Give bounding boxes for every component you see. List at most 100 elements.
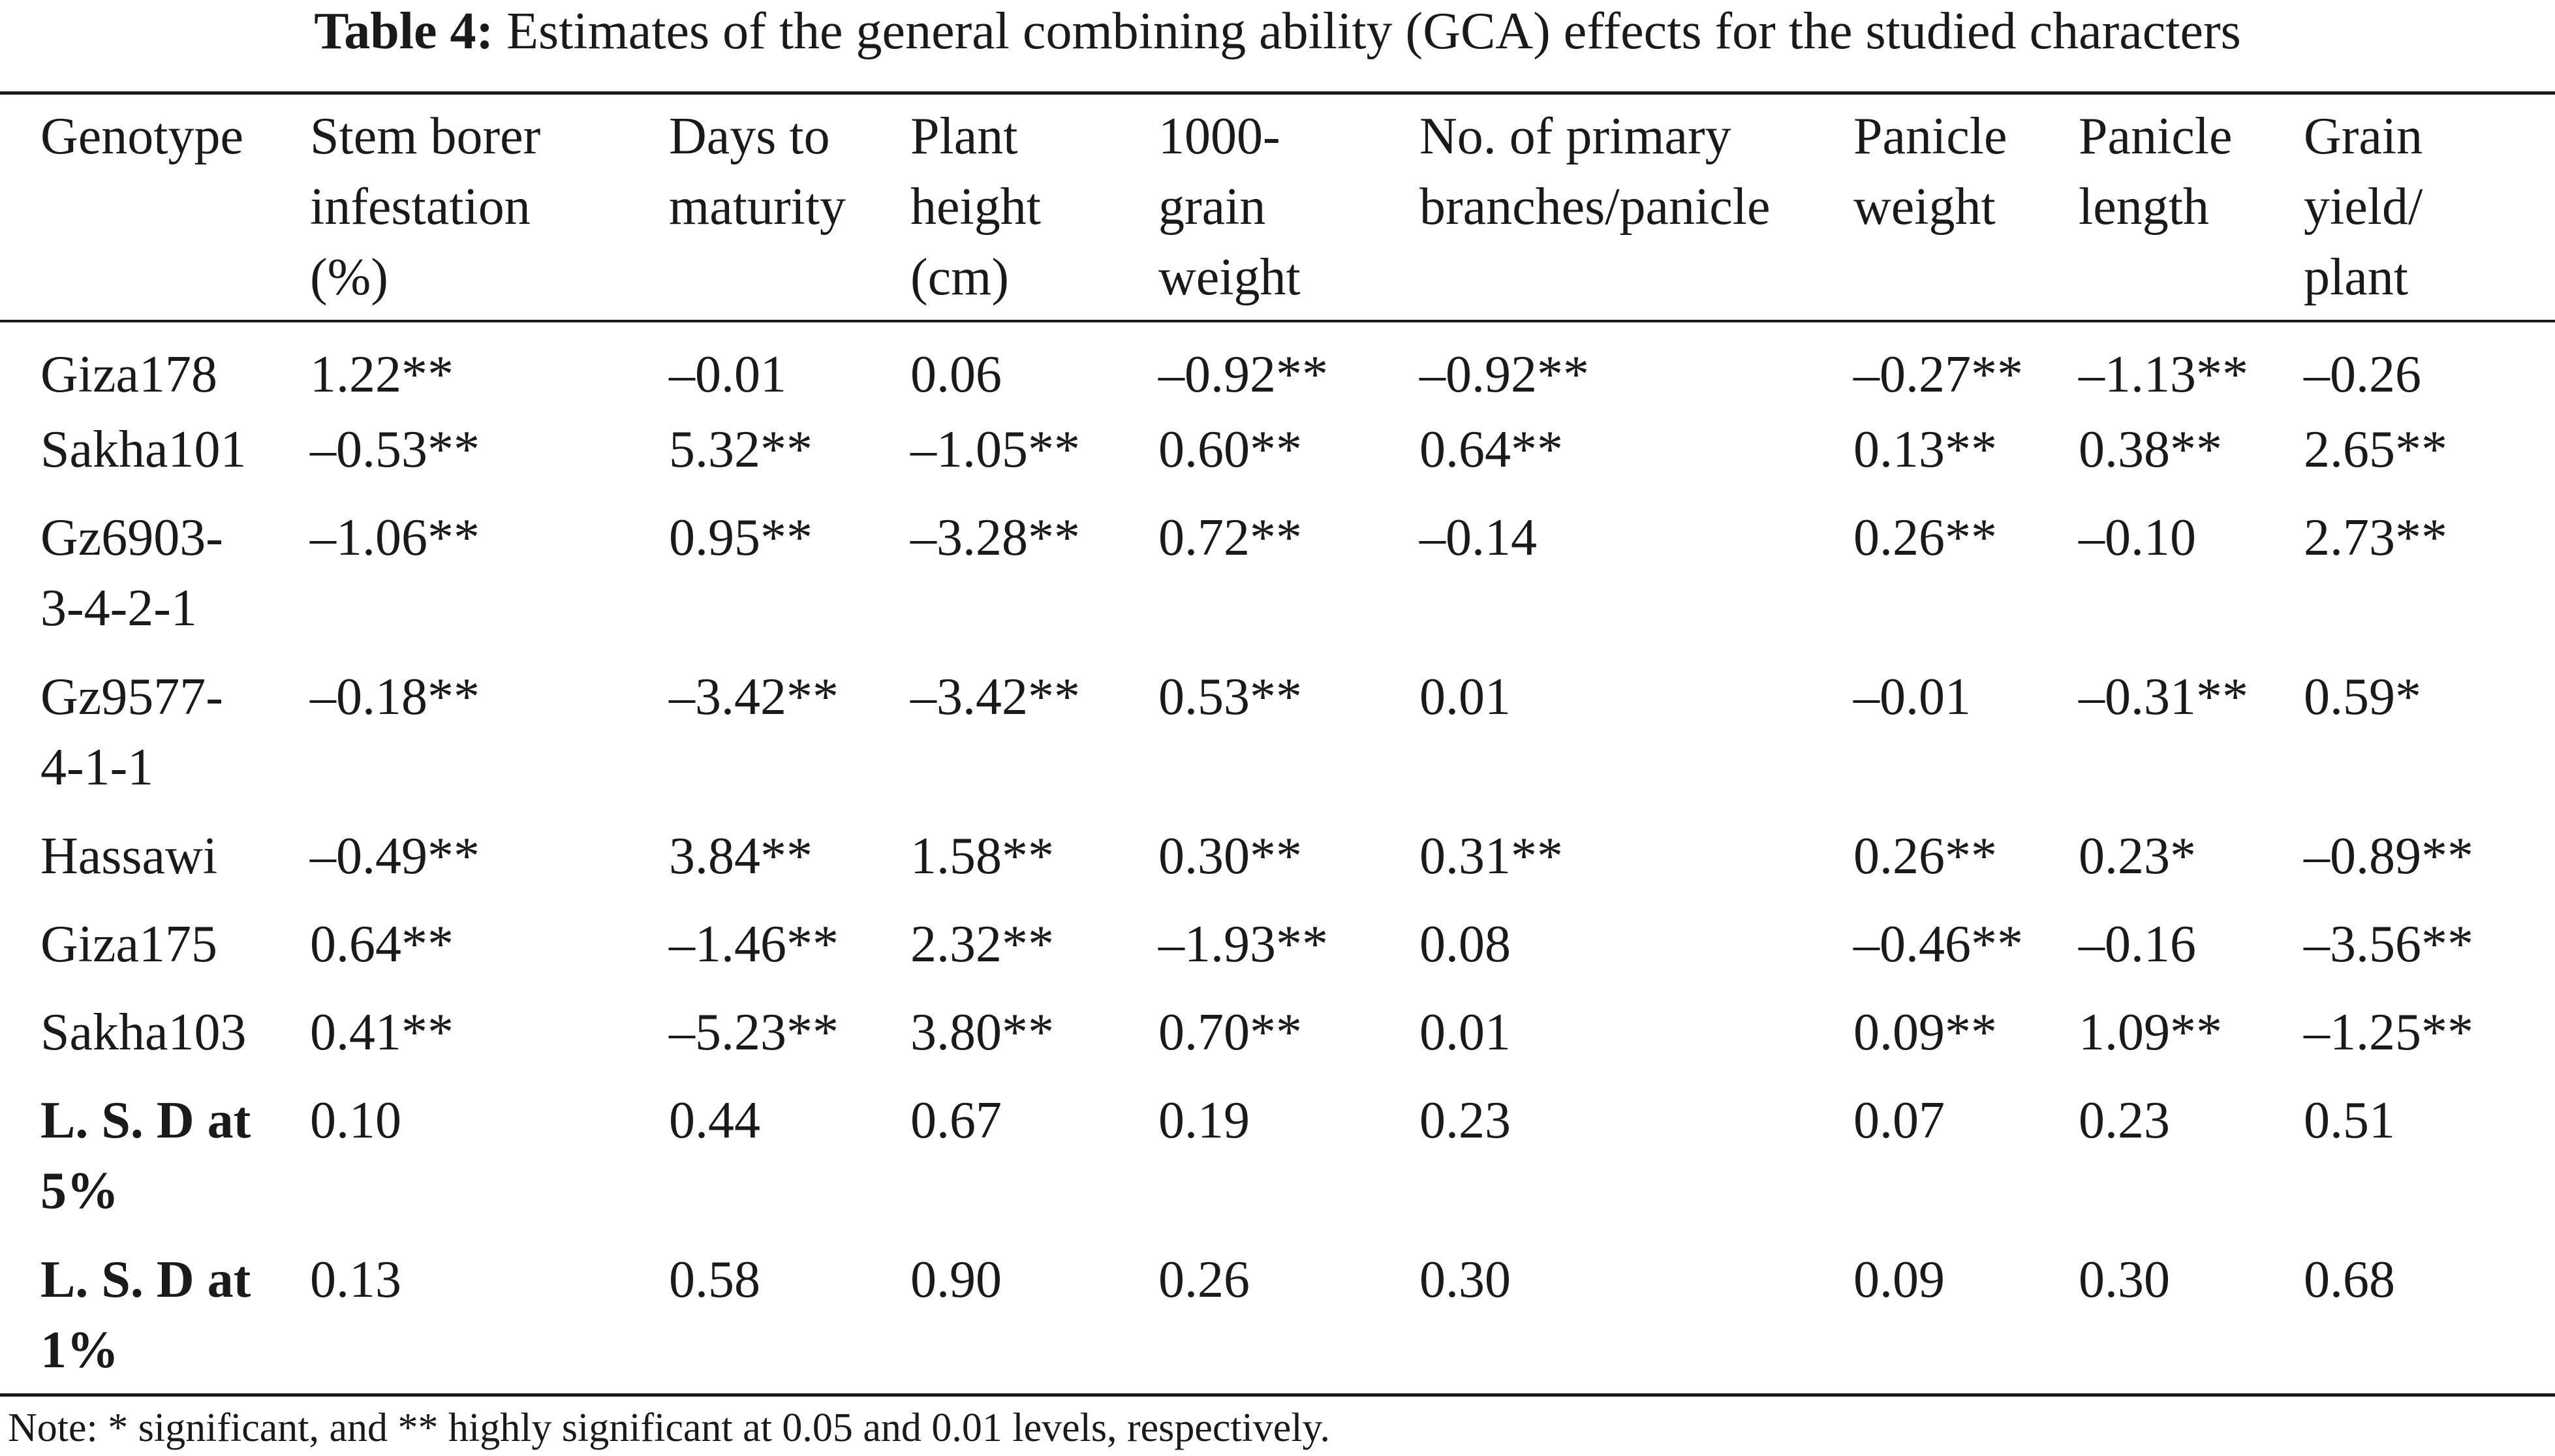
value-cell: –0.27**: [1853, 346, 2023, 403]
value-cell: 0.59*: [2304, 668, 2421, 726]
value-cell: 0.23: [1419, 1092, 1511, 1149]
value-cell: 0.13: [310, 1251, 401, 1309]
table-row: Sakha101 –0.53** 5.32** –1.05** 0.60** 0.64**…: [0, 413, 2555, 501]
value-cell: –3.56**: [2304, 916, 2473, 973]
value-cell: –0.01: [1853, 668, 1971, 726]
top-rule: [0, 91, 2555, 95]
col-header-grain-weight: 1000- grain weight: [1158, 108, 1301, 306]
value-cell: –1.46**: [669, 916, 839, 973]
value-cell: –3.42**: [669, 668, 839, 726]
value-cell: –3.42**: [910, 668, 1080, 726]
genotype-cell: Gz9577- 4-1-1: [0, 660, 310, 820]
genotype-label-line: Giza175: [40, 916, 218, 973]
value-cell: 0.30: [1419, 1251, 1511, 1309]
value-cell: 0.09**: [1853, 1004, 1997, 1061]
value-cell: 0.64**: [1419, 421, 1563, 478]
table-caption: Table 4: Estimates of the general combin…: [0, 0, 2555, 63]
value-cell: 0.41**: [310, 1004, 454, 1061]
genotype-label-line: 4-1-1: [40, 739, 154, 796]
value-cell: 0.58: [669, 1251, 760, 1309]
value-cell: 0.13**: [1853, 421, 1997, 478]
value-cell: 0.01: [1419, 668, 1511, 726]
value-cell: 0.53**: [1158, 668, 1302, 726]
value-cell: –0.14: [1419, 509, 1537, 566]
value-cell: –0.46**: [1853, 916, 2023, 973]
value-cell: –0.53**: [310, 421, 480, 478]
col-header-genotype: Genotype: [40, 108, 244, 165]
table-row: Gz9577- 4-1-1 –0.18** –3.42** –3.42** 0.53** 0…: [0, 660, 2555, 820]
value-cell: 0.44: [669, 1092, 760, 1149]
value-cell: 0.38**: [2079, 421, 2222, 478]
genotype-cell: Hassawi: [0, 820, 310, 908]
value-cell: –0.92**: [1158, 346, 1328, 403]
value-cell: –0.31**: [2079, 668, 2248, 726]
value-cell: 0.31**: [1419, 828, 1563, 885]
value-cell: 0.26**: [1853, 828, 1997, 885]
value-cell: 1.58**: [910, 828, 1054, 885]
table-body: Giza178 1.22** –0.01 0.06 –0.92** –0.92** –0.2…: [0, 320, 2555, 1402]
genotype-label-line: 3-4-2-1: [40, 580, 197, 637]
value-cell: –1.05**: [910, 421, 1080, 478]
genotype-cell: Gz6903- 3-4-2-1: [0, 501, 310, 660]
header-rule: [0, 320, 2555, 322]
value-cell: –1.13**: [2079, 346, 2248, 403]
table-caption-label: Table 4:: [314, 3, 494, 60]
value-cell: 0.90: [910, 1251, 1002, 1309]
table-note: Note: * significant, and ** highly signi…: [8, 1406, 1331, 1450]
table-row: Sakha103 0.41** –5.23** 3.80** 0.70** 0.01 0.0…: [0, 996, 2555, 1084]
value-cell: 0.60**: [1158, 421, 1302, 478]
value-cell: –0.01: [669, 346, 786, 403]
value-cell: 0.09: [1853, 1251, 1945, 1309]
value-cell: 2.73**: [2304, 509, 2447, 566]
genotype-cell: L. S. D at 1%: [0, 1243, 310, 1402]
value-cell: 0.10: [310, 1092, 401, 1149]
value-cell: 3.80**: [910, 1004, 1054, 1061]
value-cell: –5.23**: [669, 1004, 839, 1061]
value-cell: –1.93**: [1158, 916, 1328, 973]
value-cell: –0.10: [2079, 509, 2196, 566]
value-cell: 2.65**: [2304, 421, 2447, 478]
value-cell: 0.70**: [1158, 1004, 1302, 1061]
genotype-label-line: Gz6903-: [40, 509, 223, 566]
bottom-rule: [0, 1393, 2555, 1397]
col-header-plant-height: Plant height (cm): [910, 108, 1041, 306]
value-cell: –0.92**: [1419, 346, 1589, 403]
value-cell: 0.26: [1158, 1251, 1250, 1309]
value-cell: 0.23: [2079, 1092, 2170, 1149]
value-cell: 0.64**: [310, 916, 454, 973]
gca-effects-table: Genotype Stem borer infestation (%) Days…: [0, 101, 2555, 1402]
table-row: Giza175 0.64** –1.46** 2.32** –1.93** 0.08 –0.…: [0, 908, 2555, 996]
value-cell: 0.08: [1419, 916, 1511, 973]
genotype-label-line: Hassawi: [40, 828, 218, 885]
genotype-cell: Sakha101: [0, 413, 310, 501]
value-cell: –3.28**: [910, 509, 1080, 566]
col-header-stem-borer: Stem borer infestation (%): [310, 108, 541, 306]
table-row: Hassawi –0.49** 3.84** 1.58** 0.30** 0.31** 0.…: [0, 820, 2555, 908]
col-header-grain-yield: Grain yield/ plant: [2304, 108, 2423, 306]
value-cell: 0.51: [2304, 1092, 2395, 1149]
col-header-panicle-weight: Panicle weight: [1853, 108, 2007, 236]
table-row: L. S. D at 5% 0.10 0.44 0.67 0.19 0.23 0.07 0.23…: [0, 1084, 2555, 1243]
value-cell: –0.16: [2079, 916, 2196, 973]
genotype-cell: Sakha103: [0, 996, 310, 1084]
value-cell: 0.26**: [1853, 509, 1997, 566]
value-cell: 0.67: [910, 1092, 1002, 1149]
header-row: Genotype Stem borer infestation (%) Days…: [0, 101, 2555, 320]
table-row: Giza178 1.22** –0.01 0.06 –0.92** –0.92** –0.2…: [0, 320, 2555, 413]
genotype-label-line: Sakha101: [40, 421, 247, 478]
genotype-label-line: 5%: [40, 1162, 119, 1220]
value-cell: 0.68: [2304, 1251, 2395, 1309]
value-cell: 5.32**: [669, 421, 813, 478]
genotype-label-line: Gz9577-: [40, 668, 223, 726]
value-cell: 0.72**: [1158, 509, 1302, 566]
table-row: Gz6903- 3-4-2-1 –1.06** 0.95** –3.28** 0.72**…: [0, 501, 2555, 660]
value-cell: –0.49**: [310, 828, 480, 885]
genotype-cell: Giza175: [0, 908, 310, 996]
value-cell: 0.06: [910, 346, 1002, 403]
value-cell: –0.26: [2304, 346, 2421, 403]
table-row: L. S. D at 1% 0.13 0.58 0.90 0.26 0.30 0.09 0.30…: [0, 1243, 2555, 1402]
genotype-cell: Giza178: [0, 320, 310, 413]
value-cell: 0.95**: [669, 509, 813, 566]
genotype-cell: L. S. D at 5%: [0, 1084, 310, 1243]
